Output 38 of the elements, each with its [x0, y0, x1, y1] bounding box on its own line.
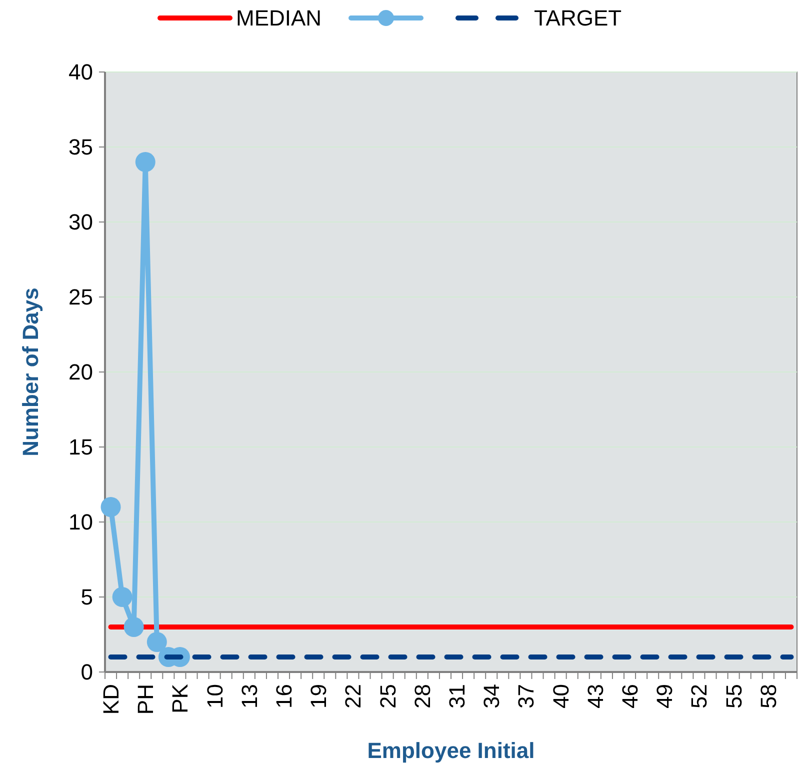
- x-tick-label: 13: [236, 684, 262, 708]
- x-tick-label: 52: [686, 684, 712, 708]
- y-tick-label: 15: [68, 434, 93, 460]
- x-tick-label: PH: [133, 684, 158, 715]
- y-tick-label: 25: [68, 284, 93, 310]
- x-tick-label: 43: [582, 684, 608, 708]
- y-tick-label: 40: [68, 60, 93, 85]
- x-tick-label: 16: [271, 684, 296, 708]
- x-tick-label: 46: [617, 684, 642, 708]
- y-axis-title: Number of Days: [18, 288, 43, 456]
- x-tick-label: 49: [652, 684, 678, 708]
- legend-label: MEDIAN: [236, 6, 322, 31]
- x-tick-label: 22: [340, 684, 366, 708]
- point: [100, 497, 121, 517]
- x-tick-label: 10: [202, 684, 228, 708]
- x-tick-label: PK: [168, 684, 193, 714]
- x-tick-label: 40: [548, 684, 574, 708]
- point: [124, 617, 144, 637]
- point: [135, 152, 156, 172]
- point: [112, 587, 132, 607]
- y-tick-label: 5: [80, 584, 93, 610]
- x-tick-label: 25: [375, 684, 400, 708]
- x-tick-label: 55: [721, 684, 746, 708]
- legend-label: TARGET: [534, 6, 622, 31]
- x-tick-label: 28: [410, 684, 435, 708]
- x-tick-label: 19: [306, 684, 332, 708]
- x-tick-label: 37: [514, 684, 539, 708]
- point: [146, 632, 167, 652]
- y-tick-label: 30: [68, 210, 93, 235]
- y-tick-label: 0: [80, 660, 93, 685]
- x-tick-label: 31: [444, 684, 470, 708]
- y-tick-label: 20: [68, 360, 93, 385]
- x-axis-title: Employee Initial: [367, 738, 535, 763]
- x-tick-label: 34: [479, 684, 504, 708]
- x-tick-label: 58: [756, 684, 781, 708]
- y-tick-label: 10: [68, 510, 93, 535]
- y-tick-label: 35: [68, 134, 93, 160]
- x-tick-label: KD: [98, 684, 124, 715]
